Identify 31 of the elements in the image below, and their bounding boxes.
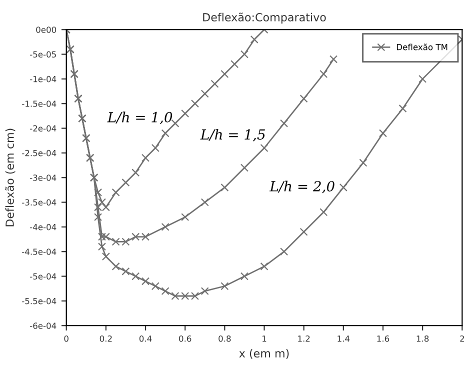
x-tick-label: 0.4 xyxy=(139,335,152,342)
x-tick-label: 0.2 xyxy=(100,335,112,342)
chart-title: Deflexão:Comparativo xyxy=(203,12,326,24)
x-tick-label: 1.8 xyxy=(416,335,429,342)
y-tick-label: -5e-04 xyxy=(30,273,56,280)
x-tick-label: 1.4 xyxy=(338,336,350,342)
y-tick-label: -5.5e-04 xyxy=(22,298,56,304)
y-tick-label: 0e00 xyxy=(36,26,56,33)
y-tick-label: -3.5e-04 xyxy=(22,199,56,206)
annotation: L/h = 2,0 xyxy=(269,180,334,194)
y-tick-label: -6e-04 xyxy=(30,322,56,329)
y-tick-label: -4.5e-04 xyxy=(22,248,56,255)
x-tick-label: 0 xyxy=(64,335,68,342)
y-tick-label: -1.5e-04 xyxy=(22,100,56,107)
y-tick-label: -2e-04 xyxy=(30,125,56,132)
y-tick-label: -2.5e-04 xyxy=(22,150,56,156)
x-tick-label: 0.8 xyxy=(218,335,231,342)
x-tick-label: 1.6 xyxy=(377,335,390,342)
annotation: L/h = 1,0 xyxy=(107,112,172,124)
x-tick-label: 1 xyxy=(262,336,266,342)
x-tick-label: 0.6 xyxy=(179,335,192,342)
y-tick-label: -1e-04 xyxy=(30,76,56,82)
y-tick-label: -5e-05 xyxy=(30,51,56,58)
x-tick-label: 1.2 xyxy=(298,335,310,342)
y-tick-label: -3e-04 xyxy=(30,174,56,181)
x-axis-title: x (em m) xyxy=(239,348,289,359)
x-tick-label: 2 xyxy=(460,335,464,342)
annotation: L/h = 1,5 xyxy=(200,128,265,142)
legend-label: Deflexão TM xyxy=(396,44,448,50)
y-axis-title: Deflexão (em cm) xyxy=(5,128,16,226)
y-tick-label: -4e-04 xyxy=(30,224,56,230)
